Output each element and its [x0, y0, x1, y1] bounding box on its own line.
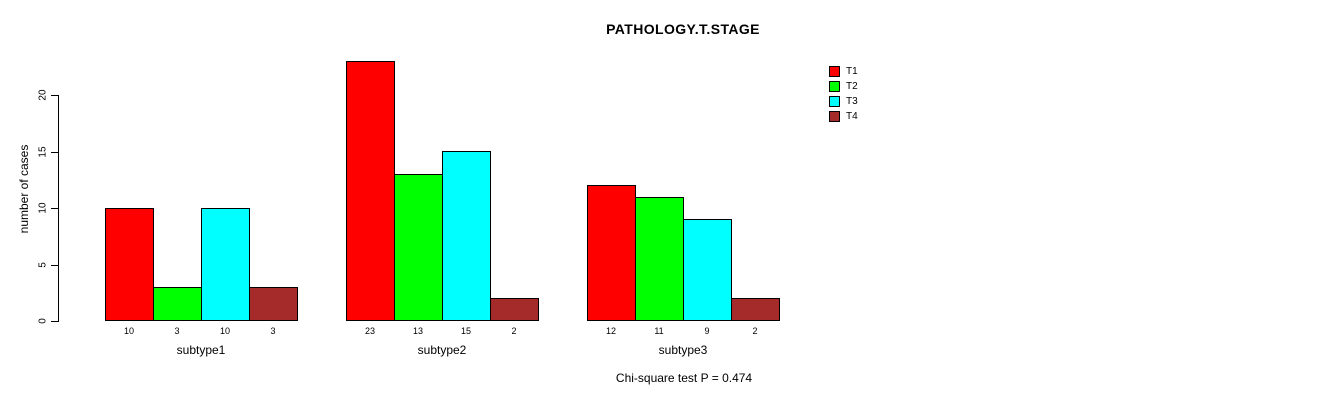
bar-t3-subtype2	[442, 151, 491, 321]
bar-value-label: 23	[364, 326, 375, 336]
legend-entry-t4: T4	[829, 109, 858, 124]
bar-value-label: 3	[174, 326, 180, 336]
legend-swatch-t3	[829, 96, 840, 107]
bar-value-label: 13	[412, 326, 423, 336]
y-tick-mark	[51, 95, 58, 96]
bar-value-label: 10	[123, 326, 134, 336]
bar-value-label: 3	[270, 326, 276, 336]
bar-value-label: 2	[511, 326, 517, 336]
legend-swatch-t2	[829, 81, 840, 92]
legend-label: T1	[846, 66, 858, 77]
legend-entry-t2: T2	[829, 79, 858, 94]
legend-swatch-t4	[829, 111, 840, 122]
bar-t2-subtype1	[153, 287, 202, 321]
y-tick-mark	[51, 321, 58, 322]
chart-title: PATHOLOGY.T.STAGE	[606, 21, 760, 37]
bar-t3-subtype1	[201, 208, 250, 321]
legend-label: T3	[846, 96, 858, 107]
bar-value-label: 2	[752, 326, 758, 336]
bar-t2-subtype2	[394, 174, 443, 321]
bar-value-label: 9	[704, 326, 710, 336]
bar-t3-subtype3	[683, 219, 732, 321]
category-label-subtype1: subtype1	[176, 343, 226, 357]
bar-t4-subtype2	[490, 298, 539, 321]
y-tick-mark	[51, 265, 58, 266]
bar-t4-subtype3	[731, 298, 780, 321]
annotation-text: Chi-square test P = 0.474	[615, 371, 753, 385]
legend-label: T4	[846, 111, 858, 122]
bar-t1-subtype2	[346, 61, 395, 321]
bar-t1-subtype3	[587, 185, 636, 321]
legend-swatch-t1	[829, 66, 840, 77]
legend-entry-t1: T1	[829, 64, 858, 79]
legend-entry-t3: T3	[829, 94, 858, 109]
bar-value-label: 11	[654, 326, 664, 336]
y-tick-mark	[51, 152, 58, 153]
bar-t2-subtype3	[635, 197, 684, 321]
legend: T1 T2 T3 T4	[829, 64, 858, 124]
bar-t1-subtype1	[105, 208, 154, 321]
category-label-subtype2: subtype2	[417, 343, 467, 357]
legend-label: T2	[846, 81, 858, 92]
bar-value-label: 15	[460, 326, 471, 336]
y-tick-mark	[51, 208, 58, 209]
category-label-subtype3: subtype3	[658, 343, 708, 357]
bar-value-label: 10	[219, 326, 230, 336]
y-axis-line	[58, 95, 59, 322]
bar-value-label: 12	[605, 326, 616, 336]
bar-t4-subtype1	[249, 287, 298, 321]
